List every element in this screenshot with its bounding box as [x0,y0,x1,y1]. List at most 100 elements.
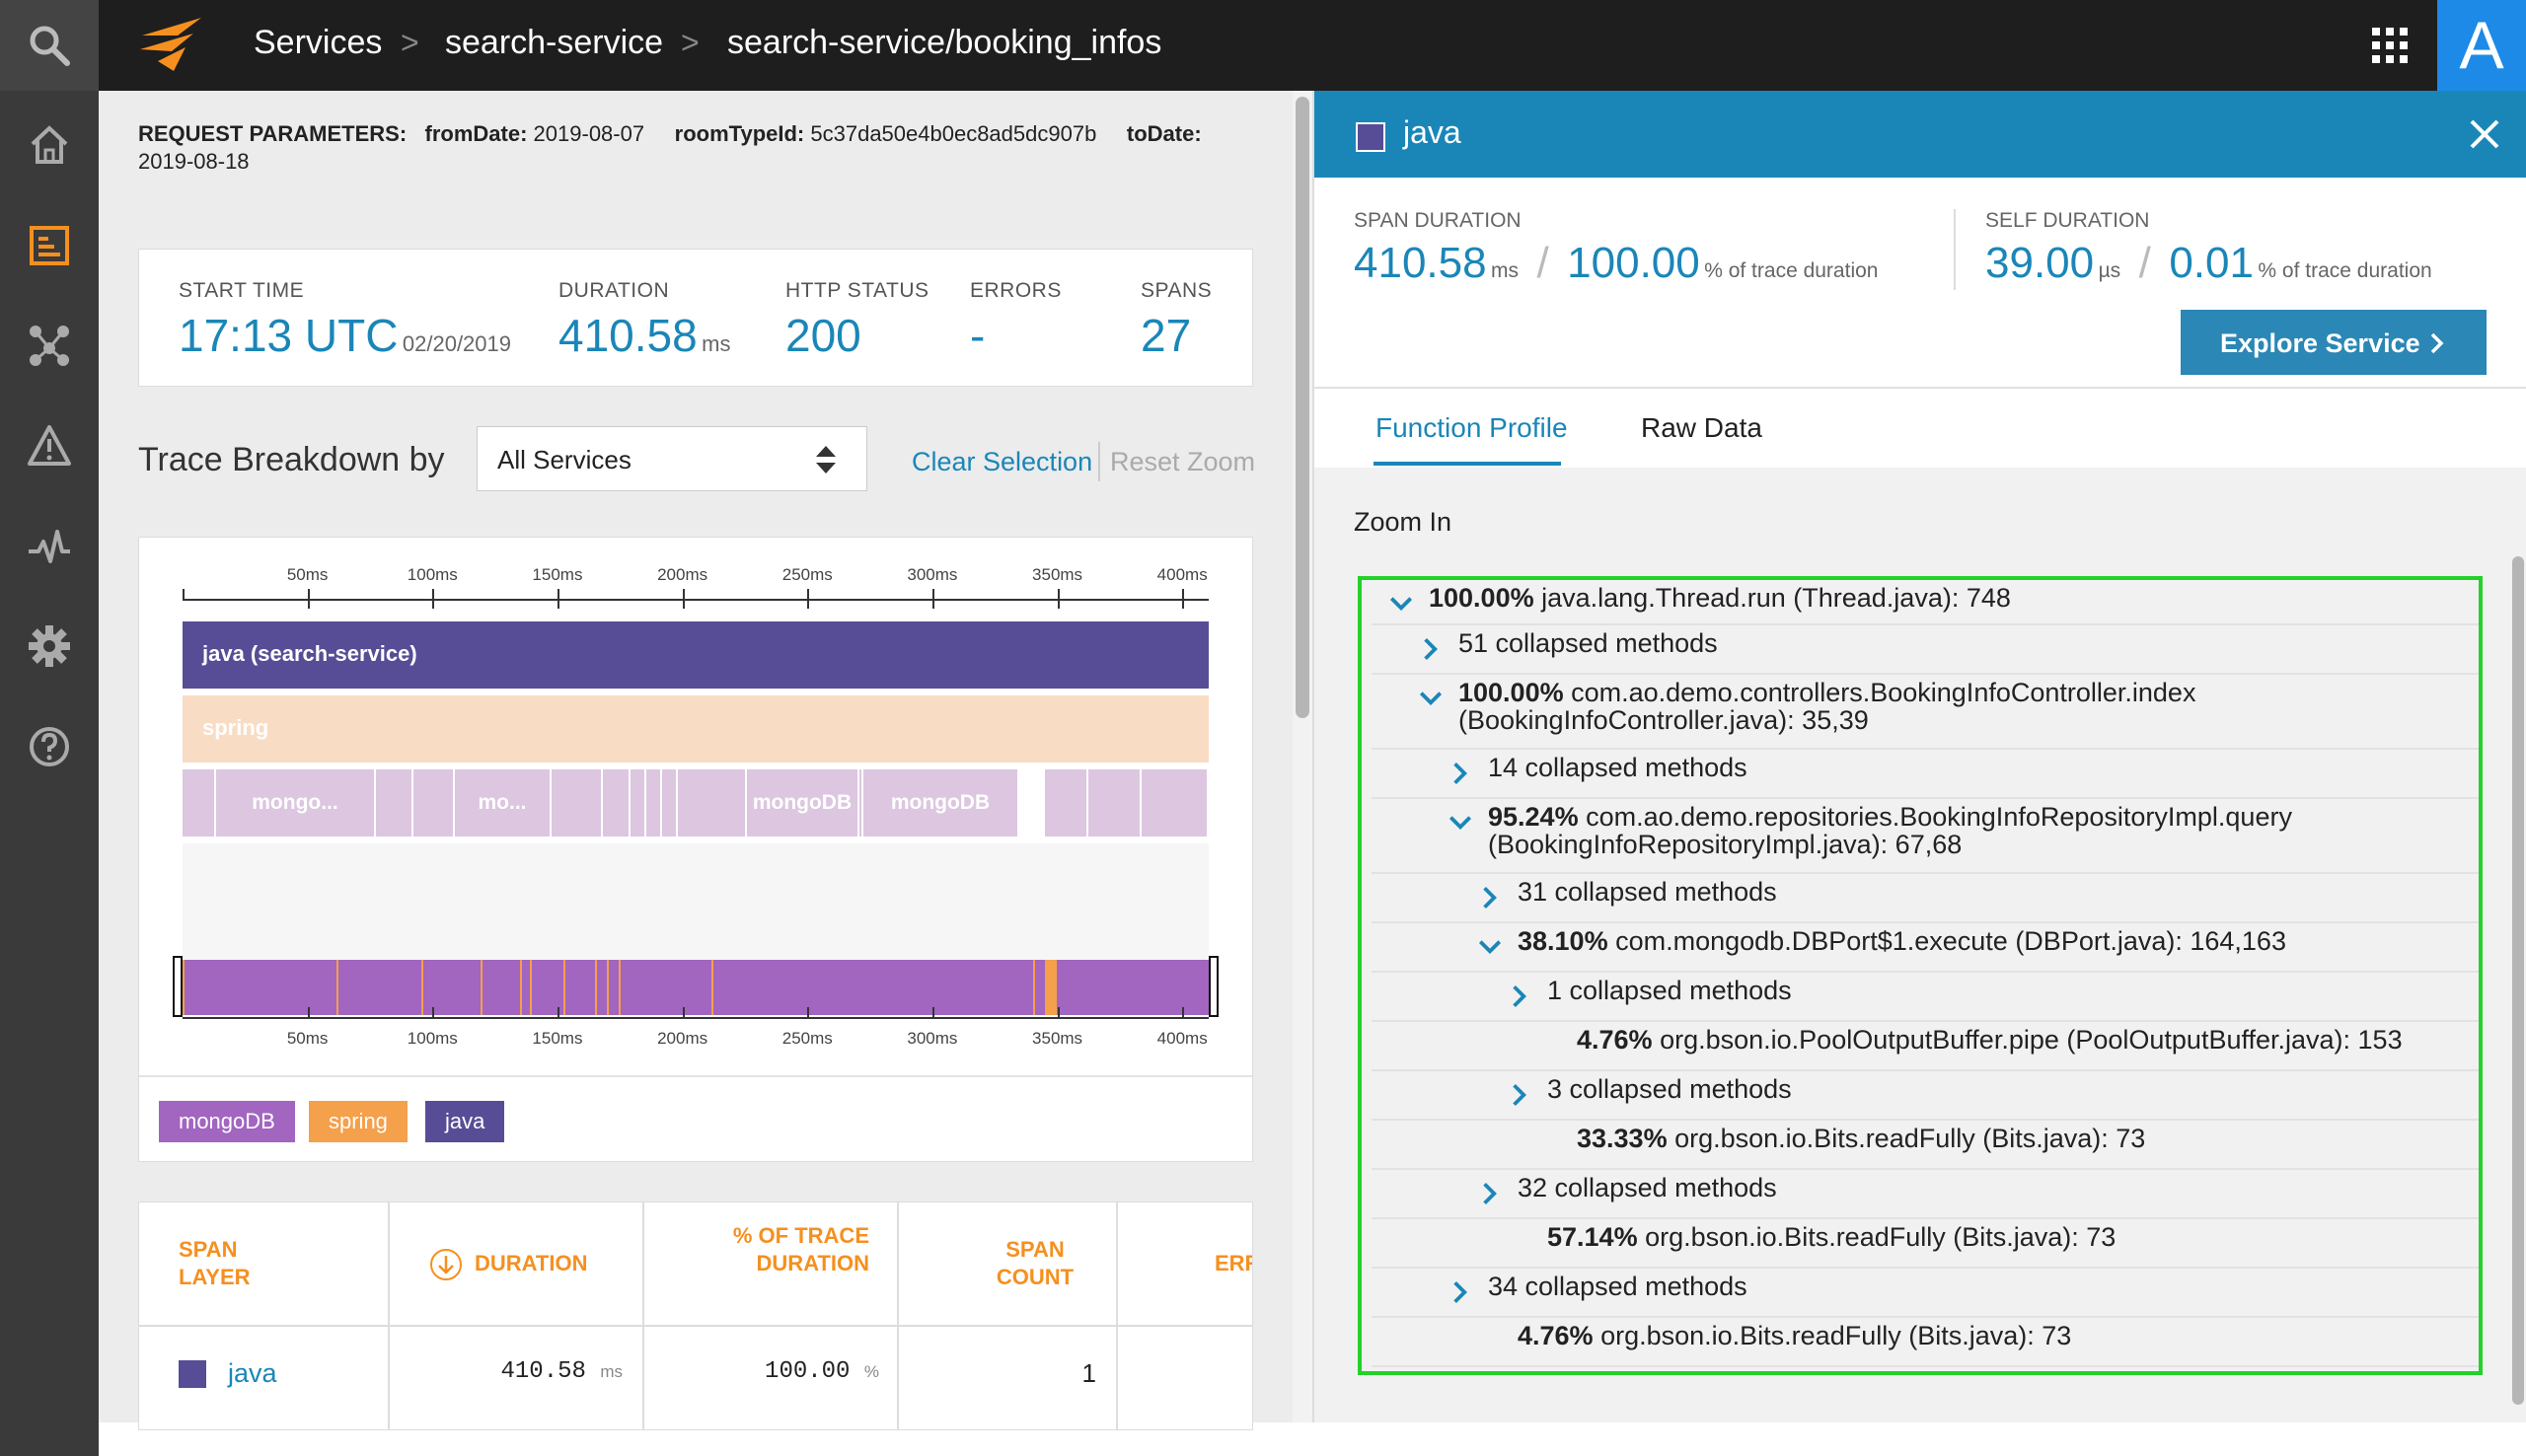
function-row[interactable]: 33.33% org.bson.io.Bits.readFully (Bits.… [1372,1121,2479,1170]
header-span-count[interactable]: SPAN COUNT [996,1237,1075,1289]
breadcrumb-service[interactable]: search-service [445,24,664,61]
overview-span-mark [711,960,713,1015]
mongodb-span-segment[interactable]: mongo... [216,769,374,837]
chevron-right-icon[interactable] [1506,983,1533,1010]
left-scrollbar[interactable] [1293,91,1312,1422]
mongodb-span-segment[interactable] [413,769,453,837]
chevron-right-icon[interactable] [1476,1180,1504,1207]
traces-icon[interactable] [25,221,74,270]
chevron-down-icon[interactable] [1417,685,1445,712]
zoom-in-label[interactable]: Zoom In [1354,507,1452,537]
span-duration: 410.58 ms / 100.00 % of trace duration [1354,239,1879,287]
row-pct-unit: % [863,1362,879,1381]
help-icon[interactable] [25,722,74,771]
home-icon[interactable] [25,120,74,170]
right-scrollbar-thumb[interactable] [2512,556,2524,1405]
mongodb-span-segment[interactable] [678,769,745,837]
chevron-right-icon[interactable] [1417,635,1445,663]
collapsed-methods-row[interactable]: 1 collapsed methods [1372,973,2479,1022]
duration: 410.58 ms [558,309,730,362]
function-row[interactable]: 4.76% org.bson.io.Bits.readFully (Bits.j… [1372,1318,2479,1367]
chevron-down-icon[interactable] [1387,590,1415,618]
breakdown-select[interactable]: All Services [477,426,867,491]
mongodb-span-segment[interactable]: mo... [455,769,550,837]
spans-label: SPANS [1141,279,1213,302]
spring-span-bar[interactable]: spring [183,695,1209,763]
top-tick-label: 250ms [781,565,833,584]
chevron-right-icon[interactable] [1476,884,1504,911]
mongodb-span-segment[interactable] [1142,769,1207,837]
brush-left-handle[interactable] [173,956,183,1017]
chevron-right-icon[interactable] [1447,1278,1474,1306]
overview-span-mark [563,960,565,1015]
right-scrollbar[interactable] [2508,468,2526,1422]
mongodb-span-segment[interactable] [552,769,601,837]
solarwinds-logo-icon[interactable] [138,14,217,75]
mongodb-span-segment[interactable] [1045,769,1086,837]
tab-raw-data[interactable]: Raw Data [1641,412,1762,443]
bottom-tick-mark [557,1007,559,1019]
java-span-bar[interactable]: java (search-service) [183,621,1209,689]
header-pct-trace[interactable]: % OF TRACE DURATION [732,1223,869,1275]
breadcrumb-services[interactable]: Services [254,24,383,61]
collapsed-methods-row[interactable]: 34 collapsed methods [1372,1269,2479,1318]
chevron-down-icon[interactable] [1476,933,1504,961]
metrics-icon[interactable] [25,522,74,571]
function-row[interactable]: 4.76% org.bson.io.PoolOutputBuffer.pipe … [1372,1022,2479,1071]
mongodb-span-segment[interactable]: mongoDB [863,769,1017,837]
chevron-right-icon[interactable] [1447,760,1474,787]
collapsed-methods-row[interactable]: 31 collapsed methods [1372,874,2479,923]
function-row[interactable]: 95.24% com.ao.demo.repositories.BookingI… [1372,799,2479,874]
top-tick-mark [682,589,685,609]
function-name: com.ao.demo.controllers.BookingInfoContr… [1571,678,2196,707]
header-span-layer[interactable]: SPAN LAYER [179,1237,251,1289]
close-icon[interactable] [2469,118,2500,150]
alerts-icon[interactable] [25,421,74,471]
sort-desc-icon[interactable] [429,1248,463,1281]
mongodb-span-segment[interactable] [1088,769,1140,837]
function-row[interactable]: 100.00% java.lang.Thread.run (Thread.jav… [1372,580,2479,625]
collapsed-methods-row[interactable]: 51 collapsed methods [1372,625,2479,675]
mongodb-span-segment[interactable] [662,769,676,837]
param-from-key: fromDate: [424,121,528,146]
brush-right-handle[interactable] [1209,956,1219,1017]
function-row[interactable]: 100.00% com.ao.demo.controllers.BookingI… [1372,675,2479,750]
search-button[interactable] [0,0,99,91]
legend-spring[interactable]: spring [309,1101,408,1142]
header-errors[interactable]: ERR [1215,1251,1252,1275]
bottom-tick-label: 250ms [781,1029,833,1048]
mongodb-span-segment[interactable] [183,769,214,837]
mongodb-span-segment[interactable] [859,769,861,837]
settings-icon[interactable] [25,621,74,671]
function-row[interactable]: 57.14% org.bson.io.Bits.readFully (Bits.… [1372,1219,2479,1269]
tab-function-profile[interactable]: Function Profile [1375,412,1568,443]
breakdown-title: Trace Breakdown by [138,441,445,478]
legend-java[interactable]: java [425,1101,505,1142]
collapsed-methods-row[interactable]: 3 collapsed methods [1372,1071,2479,1121]
clear-selection-link[interactable]: Clear Selection [912,447,1093,476]
function-row[interactable]: 38.10% com.mongodb.DBPort$1.execute (DBP… [1372,923,2479,973]
top-tick-mark [931,589,934,609]
chevron-down-icon[interactable] [1447,809,1474,837]
overview-bar[interactable] [183,960,1209,1015]
mongodb-span-segment[interactable] [631,769,644,837]
mongodb-span-segment[interactable] [603,769,629,837]
service-map-icon[interactable] [25,321,74,370]
mongodb-span-segment[interactable]: mongoDB [747,769,857,837]
left-scrollbar-thumb[interactable] [1296,97,1309,718]
layer-java-link[interactable]: java [228,1358,277,1388]
mongodb-span-segment[interactable] [376,769,411,837]
apps-grid-icon[interactable] [2372,28,2408,63]
bottom-tick-mark [807,1007,810,1019]
explore-service-button[interactable]: Explore Service [2181,310,2487,375]
user-avatar[interactable]: A [2437,0,2526,91]
mongodb-span-label: mongoDB [752,791,853,814]
divider [1954,209,1956,290]
legend-mongodb[interactable]: mongoDB [159,1101,295,1142]
mongodb-span-segment[interactable] [646,769,660,837]
chevron-right-icon[interactable] [1506,1081,1533,1109]
header-duration[interactable]: DURATION [475,1251,588,1275]
reset-zoom-link[interactable]: Reset Zoom [1110,447,1256,476]
collapsed-methods-row[interactable]: 14 collapsed methods [1372,750,2479,799]
collapsed-methods-row[interactable]: 32 collapsed methods [1372,1170,2479,1219]
